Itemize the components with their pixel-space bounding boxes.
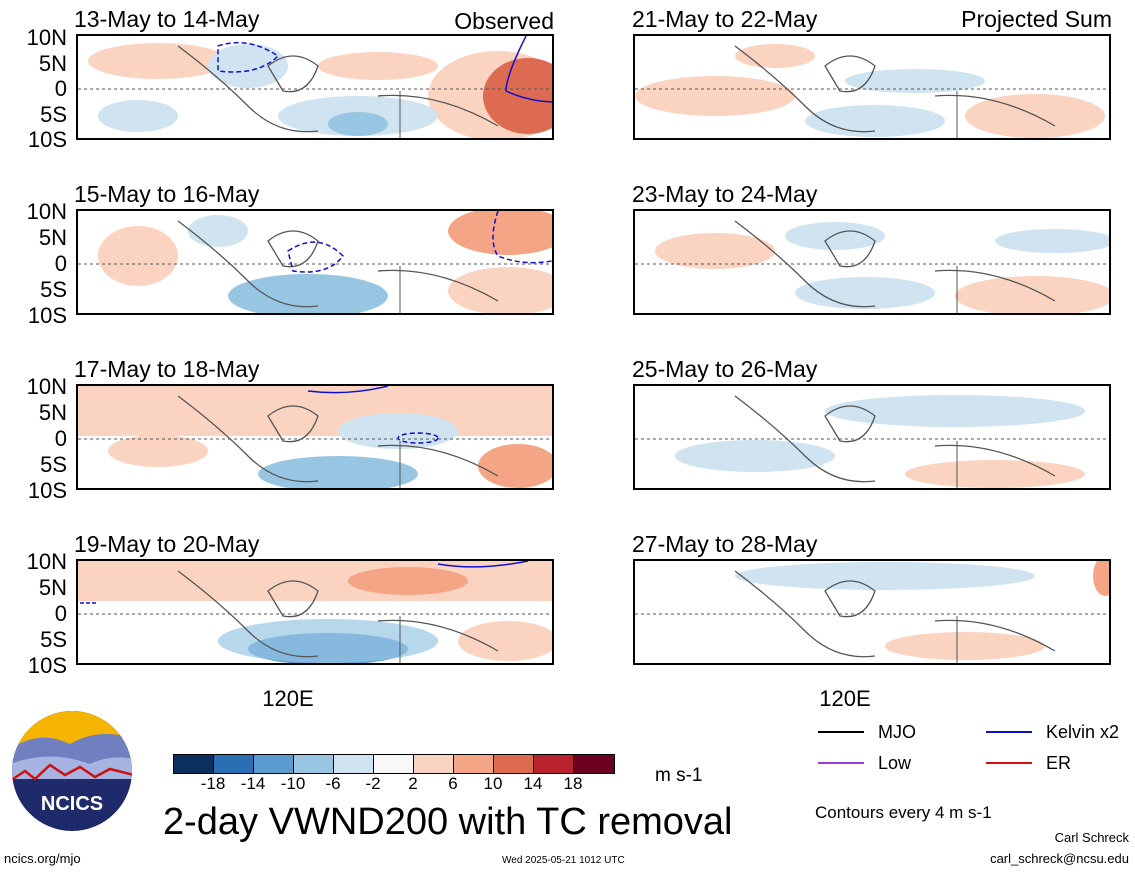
lat-label: 10N bbox=[26, 199, 67, 224]
colorbar-tick-label: -18 bbox=[200, 774, 226, 793]
colorbar-tick-label: 2 bbox=[408, 774, 418, 793]
panel-title-obs-1: 13-May to 14-May bbox=[74, 6, 260, 32]
panel-title-obs-2: 15-May to 16-May bbox=[74, 181, 260, 207]
footer-url: ncics.org/mjo bbox=[4, 851, 81, 866]
panel-title-obs-4: 19-May to 20-May bbox=[74, 531, 260, 557]
lat-label: 5N bbox=[38, 225, 67, 250]
colorbar-swatch bbox=[214, 755, 254, 773]
lat-label: 10S bbox=[27, 478, 67, 503]
lat-label: 10N bbox=[26, 25, 67, 50]
logo-text: NCICS bbox=[41, 793, 103, 815]
panel-title-proj-3: 25-May to 26-May bbox=[632, 356, 818, 382]
lat-label: 0 bbox=[54, 601, 67, 626]
colorbar-swatch bbox=[534, 755, 574, 773]
legend-mjo-label: MJO bbox=[878, 722, 916, 742]
colorbar-swatch bbox=[374, 755, 414, 773]
lat-label: 10S bbox=[27, 653, 67, 678]
colorbar-tick-label: 14 bbox=[523, 774, 543, 793]
panel-title-proj-4: 27-May to 28-May bbox=[632, 531, 818, 557]
map-panel-obs-1 bbox=[76, 34, 554, 140]
projected-sum-label: Projected Sum bbox=[961, 6, 1112, 32]
lat-label: 10N bbox=[26, 374, 67, 399]
colorbar-swatch bbox=[454, 755, 494, 773]
footer-email: carl_schreck@ncsu.edu bbox=[990, 851, 1129, 866]
colorbar-tick-label: 10 bbox=[483, 774, 503, 793]
map-panel-obs-4 bbox=[76, 559, 554, 665]
observed-label: Observed bbox=[454, 8, 554, 34]
colorbar-swatch bbox=[294, 755, 334, 773]
legend-er-label: ER bbox=[1046, 753, 1072, 773]
legend-low-label: Low bbox=[878, 753, 912, 773]
legend-low-line bbox=[818, 762, 864, 764]
legend-kelvin-label: Kelvin x2 bbox=[1046, 722, 1120, 742]
colorbar-tick-label: -14 bbox=[240, 774, 266, 793]
colorbar-tick-label: -10 bbox=[280, 774, 306, 793]
colorbar-tick-label: -2 bbox=[365, 774, 381, 793]
colorbar-tick-label: 6 bbox=[448, 774, 458, 793]
lat-label: 10N bbox=[26, 549, 67, 574]
colorbar-swatch bbox=[334, 755, 374, 773]
colorbar-unit: m s-1 bbox=[655, 765, 703, 786]
legend-kelvin-line bbox=[986, 731, 1032, 733]
lat-label: 10S bbox=[27, 303, 67, 328]
colorbar-swatch bbox=[414, 755, 454, 773]
lat-label: 5S bbox=[40, 452, 67, 477]
lat-label: 0 bbox=[54, 426, 67, 451]
panel-title-proj-2: 23-May to 24-May bbox=[632, 181, 818, 207]
colorbar-tick-label: -6 bbox=[325, 774, 341, 793]
lat-label: 5N bbox=[38, 51, 67, 76]
colorbar-swatch bbox=[574, 755, 614, 773]
lat-label: 5S bbox=[40, 627, 67, 652]
panel-title-obs-3: 17-May to 18-May bbox=[74, 356, 260, 382]
colorbar-swatch bbox=[174, 755, 214, 773]
colorbar-swatch bbox=[494, 755, 534, 773]
legend-er-line bbox=[986, 762, 1032, 764]
colorbar-tick-label: 18 bbox=[563, 774, 583, 793]
lat-label: 5S bbox=[40, 277, 67, 302]
lon-label-left: 120E bbox=[262, 686, 314, 711]
lat-label: 5S bbox=[40, 102, 67, 127]
contour-note: Contours every 4 m s-1 bbox=[815, 803, 992, 822]
map-panel-obs-2 bbox=[76, 209, 554, 315]
figure-title: 2-day VWND200 with TC removal bbox=[163, 801, 733, 843]
lon-label-right: 120E bbox=[819, 686, 871, 711]
legend-mjo-line bbox=[818, 731, 864, 733]
ncics-logo: NCICS bbox=[10, 709, 134, 833]
lat-label: 5N bbox=[38, 400, 67, 425]
map-panel-proj-2 bbox=[633, 209, 1111, 315]
colorbar-swatch bbox=[254, 755, 294, 773]
colorbar bbox=[173, 754, 615, 774]
lat-label: 0 bbox=[54, 251, 67, 276]
lat-label: 5N bbox=[38, 575, 67, 600]
map-panel-proj-4 bbox=[633, 559, 1111, 665]
lat-label: 10S bbox=[27, 127, 67, 152]
footer-timestamp: Wed 2025-05-21 1012 UTC bbox=[502, 855, 625, 866]
map-panel-proj-3 bbox=[633, 384, 1111, 490]
lat-label: 0 bbox=[54, 76, 67, 101]
panel-title-proj-1: 21-May to 22-May bbox=[632, 6, 818, 32]
footer-author: Carl Schreck bbox=[1054, 830, 1129, 845]
map-panel-obs-3 bbox=[76, 384, 554, 490]
map-panel-proj-1 bbox=[633, 34, 1111, 140]
